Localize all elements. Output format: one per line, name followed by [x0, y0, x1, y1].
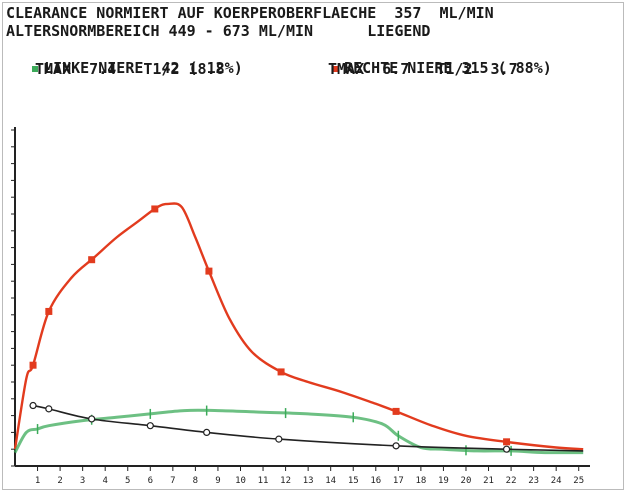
x-tick-label: 21 [483, 476, 494, 486]
legend-left-kidney-stats: TMAX 7.4 T1/2 18.8 [35, 60, 225, 78]
legend-right-kidney-label: RECHTE NIERE 315 ( 88%) [344, 59, 552, 77]
y-axis-ticks [11, 129, 15, 467]
x-tick-label: 13 [303, 476, 314, 486]
x-tick-label: 5 [125, 476, 130, 486]
x-tick-label: 19 [438, 476, 449, 486]
legend-right-kidney-marker [332, 65, 339, 72]
x-tick-label: 14 [325, 476, 336, 486]
data-point [203, 428, 211, 436]
x-tick-label: 1 [35, 476, 40, 486]
data-point [392, 442, 400, 450]
data-point [146, 422, 154, 430]
x-tick-label: 22 [506, 476, 517, 486]
legend-right-kidney-stats: TMAX 6.7 T1/2 3.7 [328, 60, 518, 78]
legend-left-kidney-label: LINKE NIERE 42 ( 12%) [44, 59, 243, 77]
series-linke-niere [13, 405, 584, 456]
x-tick-label: 18 [415, 476, 426, 486]
data-point [277, 368, 285, 376]
x-tick-label: 25 [573, 476, 584, 486]
data-point [205, 267, 213, 275]
x-tick-label: 2 [57, 476, 62, 486]
series-line [13, 408, 584, 455]
x-tick-label: 7 [170, 476, 175, 486]
x-tick-label: 20 [461, 476, 472, 486]
data-point [502, 445, 511, 453]
data-point [45, 307, 53, 315]
data-point [45, 405, 53, 413]
data-point [88, 256, 96, 264]
data-point [275, 435, 283, 443]
x-tick-label: 8 [193, 476, 198, 486]
data-point [151, 205, 159, 213]
data-point [392, 407, 400, 415]
x-tick-label: 11 [258, 476, 269, 486]
legend-left-kidney: LINKE NIERE 42 ( 12%) [14, 41, 243, 77]
legend-left-kidney-marker [32, 65, 39, 72]
data-point [88, 415, 96, 423]
clearance-header: CLEARANCE NORMIERT AUF KOERPEROBERFLAECH… [6, 4, 494, 22]
data-point [29, 401, 37, 410]
x-tick-label: 15 [348, 476, 359, 486]
x-tick-label: 23 [528, 476, 539, 486]
series-rechte-niere [13, 202, 584, 451]
x-tick-label: 17 [393, 476, 404, 486]
series-line [32, 404, 584, 452]
x-tick-label: 3 [80, 476, 85, 486]
x-tick-label: 9 [215, 476, 220, 486]
x-tick-label: 10 [235, 476, 246, 486]
x-tick-label: 16 [370, 476, 381, 486]
x-tick-label: 24 [551, 476, 562, 486]
data-point [503, 438, 511, 446]
legend-right-kidney: RECHTE NIERE 315 ( 88%) [314, 41, 552, 77]
data-point [29, 361, 37, 369]
series-unlabelled [29, 401, 584, 453]
x-tick-label: 12 [280, 476, 291, 486]
x-tick-label: 4 [102, 476, 107, 486]
age-norm-range-header: ALTERSNORMBEREICH 449 - 673 ML/MIN LIEGE… [6, 22, 431, 40]
x-axis-ticks: 1 2 3 4 5 6 7 8 9 10 11 12 13 14 15 16 17 18 19 20 21 22 23 24 2… [35, 466, 584, 486]
x-tick-label: 6 [148, 476, 153, 486]
series-layer [13, 202, 584, 456]
